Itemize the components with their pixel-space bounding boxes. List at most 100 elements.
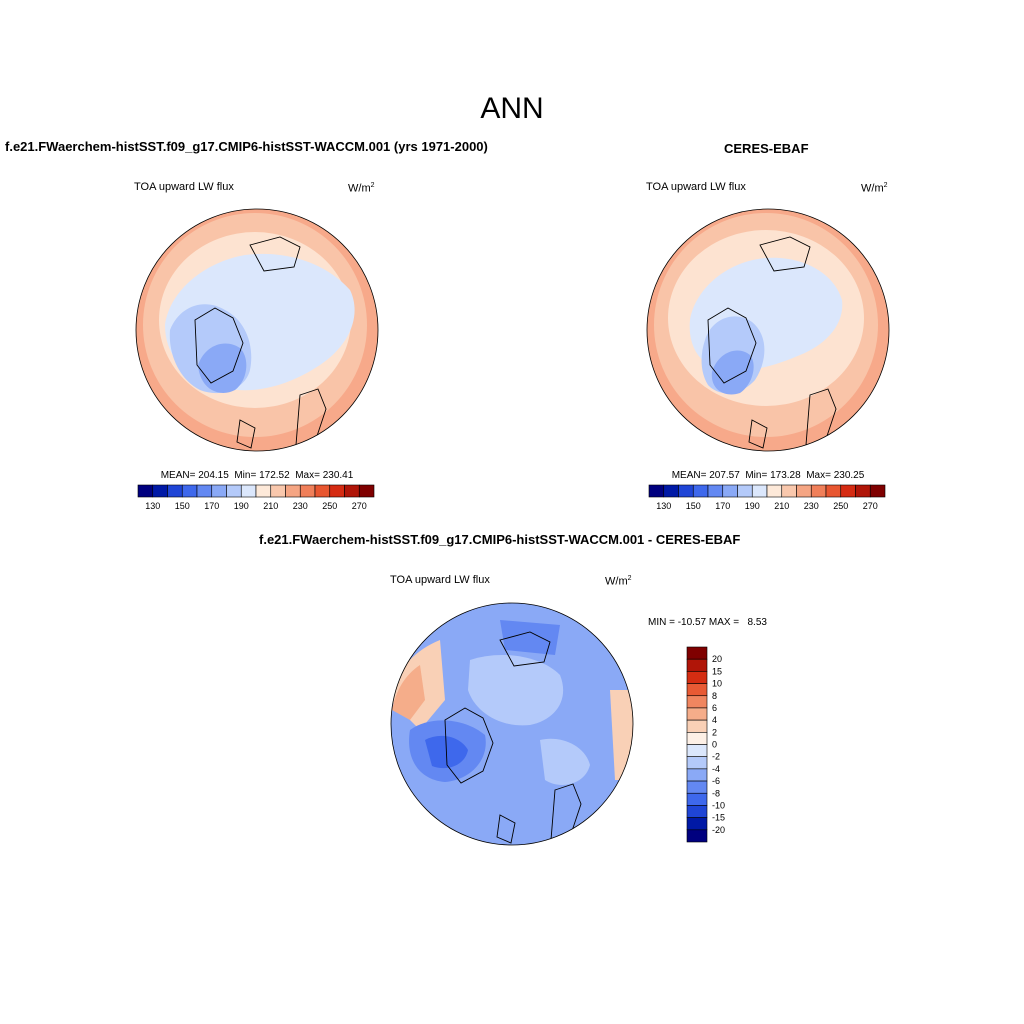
- colorbar-swatch: [137, 484, 154, 498]
- panel-1-variable: TOA upward LW flux: [134, 181, 234, 193]
- colorbar-swatch: [255, 484, 272, 498]
- colorbar-swatch: [686, 695, 708, 709]
- colorbar-swatch: [314, 484, 331, 498]
- colorbar-tick-label: -4: [712, 764, 720, 774]
- map-diff-border: [390, 602, 634, 846]
- panel-1-title: f.e21.FWaerchem-histSST.f09_g17.CMIP6-hi…: [5, 139, 488, 154]
- colorbar-swatch: [686, 732, 708, 745]
- map-obs-land: [707, 236, 837, 449]
- panel-1-stats: MEAN= 204.15 Min= 172.52 Max= 230.41: [161, 470, 354, 481]
- colorbar-swatch: [686, 707, 708, 721]
- colorbar-swatch: [722, 484, 738, 498]
- colorbar-tick-label: 130: [145, 501, 160, 511]
- colorbar-swatch: [678, 484, 694, 498]
- colorbar-swatch: [299, 484, 316, 498]
- colorbar-tick-label: 150: [175, 501, 190, 511]
- map-obs-cold-2: [711, 350, 754, 395]
- colorbar-tick-label: -2: [712, 752, 720, 762]
- colorbar-swatch: [855, 484, 871, 498]
- map-model-border: [135, 208, 379, 452]
- colorbar-swatch: [686, 792, 708, 806]
- colorbar-tick-label: 270: [863, 501, 878, 511]
- colorbar-swatch: [810, 484, 827, 498]
- colorbar-swatch: [686, 829, 708, 843]
- colorbar-swatch: [285, 484, 301, 498]
- panel-3-stats: MIN = -10.57 MAX = 8.53: [648, 617, 767, 628]
- colorbar-tick-label: 230: [293, 501, 308, 511]
- map-model: [135, 208, 379, 452]
- panel-2-stats: MEAN= 207.57 Min= 173.28 Max= 230.25: [672, 470, 865, 481]
- colorbar-swatch: [344, 484, 360, 498]
- colorbar-swatch: [686, 805, 708, 818]
- colorbar-swatch: [226, 484, 242, 498]
- colorbar-swatch: [737, 484, 753, 498]
- colorbar-swatch: [358, 484, 375, 498]
- colorbar-swatch: [329, 484, 345, 498]
- colorbar-swatch: [686, 817, 708, 831]
- map-diff-dark-2: [500, 620, 560, 655]
- colorbar-tick-label: 270: [352, 501, 367, 511]
- colorbar-swatch: [196, 484, 213, 498]
- colorbar-swatch: [840, 484, 856, 498]
- colorbar-tick-label: 8: [712, 691, 717, 701]
- colorbar-tick-label: 20: [712, 654, 722, 664]
- colorbar-swatch: [686, 768, 708, 782]
- colorbar-tick-label: 210: [263, 501, 278, 511]
- page-title: ANN: [480, 92, 544, 125]
- colorbar-tick-label: 250: [833, 501, 848, 511]
- panel-2-units: W/m2: [861, 182, 888, 195]
- colorbar-tick-label: 190: [745, 501, 760, 511]
- colorbar-tick-label: 150: [686, 501, 701, 511]
- colorbar-tick-label: -8: [712, 788, 720, 798]
- colorbar-swatch: [766, 484, 783, 498]
- colorbar-tick-label: -20: [712, 825, 725, 835]
- colorbar-swatch: [686, 683, 708, 697]
- colorbar-model: 130 150 170 190 210 230 250 270: [137, 484, 375, 511]
- panel-2-variable: TOA upward LW flux: [646, 181, 746, 193]
- colorbar-swatch: [270, 484, 286, 498]
- colorbar-swatch: [751, 484, 768, 498]
- colorbar-swatch: [686, 744, 708, 757]
- colorbar-tick-label: 170: [715, 501, 730, 511]
- colorbar-tick-label: 210: [774, 501, 789, 511]
- map-obs-border: [646, 208, 890, 452]
- colorbar-swatch: [648, 484, 665, 498]
- colorbar-swatch: [686, 719, 708, 733]
- colorbar-swatch: [686, 658, 708, 672]
- panel-1-units: W/m2: [348, 182, 375, 195]
- colorbar-tick-label: 10: [712, 679, 722, 689]
- colorbar-tick-label: 6: [712, 703, 717, 713]
- colorbar-swatch: [211, 484, 227, 498]
- colorbar-tick-label: 15: [712, 666, 722, 676]
- colorbar-swatch: [240, 484, 257, 498]
- colorbar-obs: 130 150 170 190 210 230 250 270: [648, 484, 886, 511]
- colorbar-tick-label: 230: [804, 501, 819, 511]
- colorbar-tick-label: 0: [712, 740, 717, 750]
- colorbar-swatch: [686, 671, 708, 684]
- map-diff: [390, 602, 634, 846]
- colorbar-tick-label: 130: [656, 501, 671, 511]
- colorbar-swatch: [663, 484, 679, 498]
- colorbar-swatch: [825, 484, 842, 498]
- colorbar-swatch: [167, 484, 183, 498]
- colorbar-swatch: [869, 484, 886, 498]
- colorbar-swatch: [152, 484, 168, 498]
- colorbar-tick-label: 190: [234, 501, 249, 511]
- map-model-land: [194, 236, 327, 449]
- colorbar-tick-label: -10: [712, 800, 725, 810]
- colorbar-swatch: [781, 484, 797, 498]
- colorbar-swatch: [692, 484, 709, 498]
- colorbar-tick-label: -6: [712, 776, 720, 786]
- map-diff-land: [444, 631, 582, 844]
- map-diff-light-2: [540, 738, 590, 785]
- colorbar-swatch: [686, 756, 708, 770]
- colorbar-swatch: [686, 780, 708, 794]
- map-model-cold-2: [198, 343, 247, 393]
- colorbar-tick-label: -15: [712, 813, 725, 823]
- colorbar-tick-label: 170: [204, 501, 219, 511]
- colorbar-swatch: [686, 646, 708, 660]
- panel-3-title: f.e21.FWaerchem-histSST.f09_g17.CMIP6-hi…: [259, 532, 741, 547]
- panel-3-variable: TOA upward LW flux: [390, 574, 490, 586]
